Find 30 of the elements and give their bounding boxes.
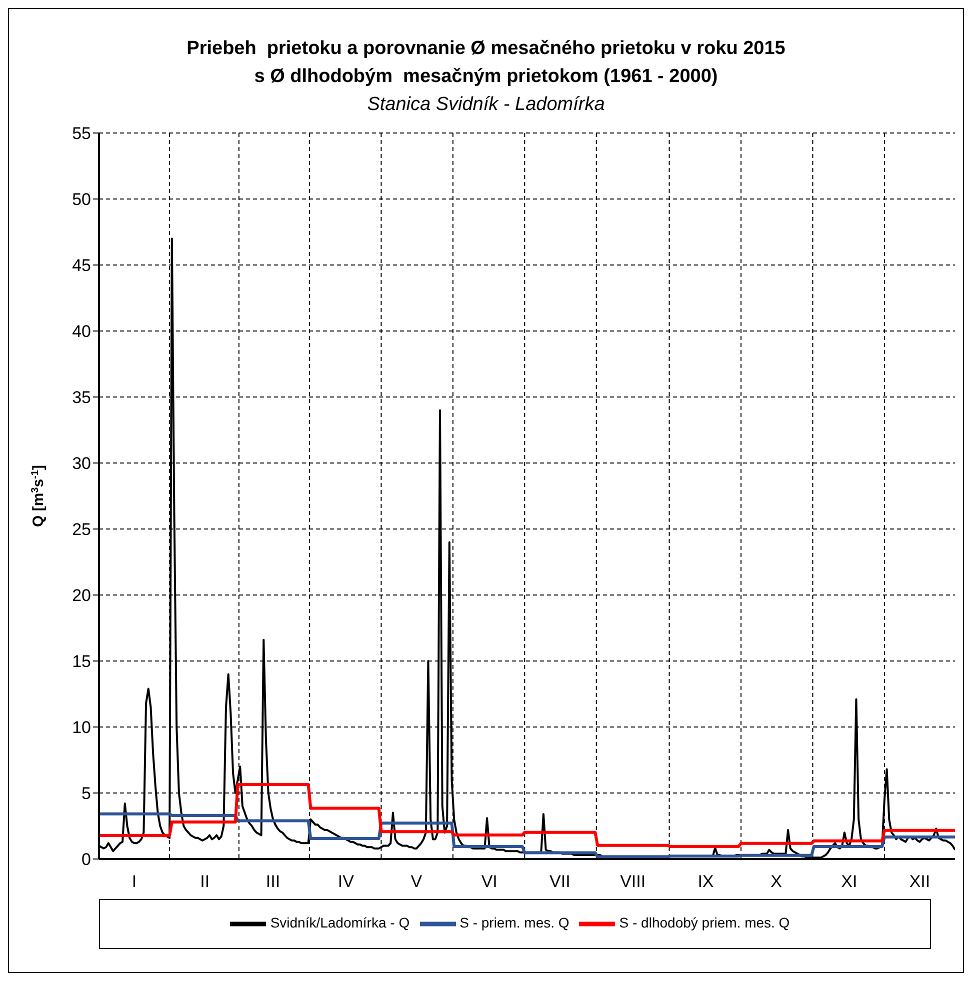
y-tick-label: 25 [72,520,91,540]
x-tick-label: I [132,872,137,892]
x-tick-label: IV [338,872,355,892]
x-tick-label: VI [481,872,498,892]
x-tick-label: VIII [620,872,646,892]
x-tick-label: VII [550,872,570,892]
y-tick-label: 50 [72,190,91,210]
x-tick-label: X [770,872,782,892]
chart-subtitle: Stanica Svidník - Ladomírka [366,93,606,117]
legend-label: S - priem. mes. Q [460,914,570,931]
x-tick-label: II [200,872,210,892]
line-series [99,783,955,848]
x-tick-label: XI [841,872,858,892]
y-tick-label: 20 [72,586,91,606]
legend-label: S - dlhodobý priem. mes. Q [619,914,790,931]
x-tick-label: IX [698,872,714,892]
y-tick-label: 0 [82,850,91,870]
x-tick-label: XII [909,872,930,892]
y-tick-label: 15 [72,652,91,672]
y-tick-label: 10 [72,718,91,738]
legend-label: Svidník/Ladomírka - Q [270,914,410,931]
x-tick-label: III [266,872,280,892]
x-tick-label: V [410,872,423,892]
y-tick-label: 30 [72,454,91,474]
y-tick-label: 45 [72,256,91,276]
y-tick-label: 40 [72,322,91,342]
y-tick-label: 5 [82,784,91,804]
y-tick-label: 55 [72,124,91,144]
y-tick-label: 35 [72,388,91,408]
chart-title: Priebeh prietoku a porovnanie Ø mesačného prietoku v roku 2015 s Ø dlhodobým mesačným prietokom (1961 - 2000) [186,37,786,89]
